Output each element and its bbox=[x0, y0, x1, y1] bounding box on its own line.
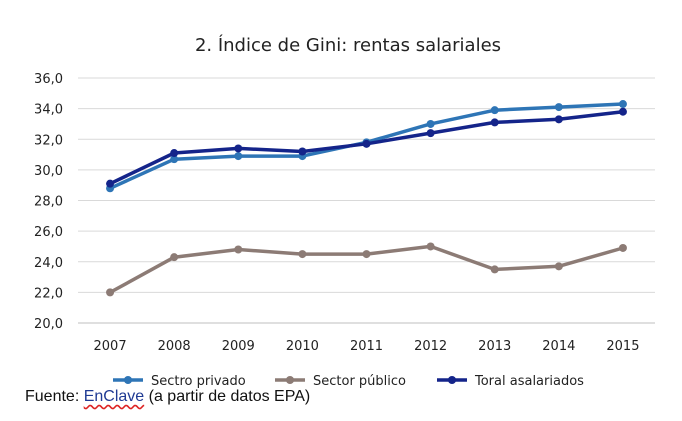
data-point bbox=[298, 147, 307, 156]
legend-swatch-marker bbox=[448, 376, 456, 384]
x-tick-label: 2012 bbox=[414, 339, 447, 354]
data-point bbox=[362, 250, 371, 259]
series-toral-asalariados bbox=[106, 107, 627, 188]
x-tick-label: 2013 bbox=[478, 339, 511, 354]
y-tick-label: 32,0 bbox=[34, 133, 63, 148]
y-tick-label: 30,0 bbox=[34, 164, 63, 179]
chart-title: 2. Índice de Gini: rentas salariales bbox=[195, 34, 501, 56]
legend-swatch-marker bbox=[286, 376, 294, 384]
x-tick-label: 2008 bbox=[158, 339, 191, 354]
grid-lines bbox=[78, 77, 655, 324]
y-tick-label: 26,0 bbox=[34, 225, 63, 240]
legend-swatch-marker bbox=[124, 376, 132, 384]
data-point bbox=[618, 100, 627, 109]
source-note: Fuente: EnClave (a partir de datos EPA) bbox=[25, 388, 310, 406]
legend-label: Toral asalariados bbox=[474, 374, 584, 389]
series-sector-público bbox=[106, 242, 627, 297]
data-point bbox=[298, 250, 307, 259]
x-tick-label: 2011 bbox=[350, 339, 383, 354]
data-point bbox=[170, 155, 179, 164]
data-point bbox=[490, 106, 499, 115]
data-point bbox=[490, 265, 499, 274]
y-tick-label: 22,0 bbox=[34, 286, 63, 301]
x-tick-label: 2010 bbox=[286, 339, 319, 354]
source-suffix: (a partir de datos EPA) bbox=[144, 388, 311, 405]
data-point bbox=[554, 115, 563, 124]
source-prefix: Fuente: bbox=[25, 388, 84, 405]
data-point bbox=[106, 288, 115, 297]
x-tick-label: 2007 bbox=[94, 339, 127, 354]
data-point bbox=[170, 149, 179, 158]
data-point bbox=[554, 103, 563, 112]
legend-item: Sector público bbox=[275, 374, 406, 389]
y-tick-label: 20,0 bbox=[34, 317, 63, 332]
x-tick-label: 2015 bbox=[606, 339, 639, 354]
x-tick-label: 2014 bbox=[542, 339, 575, 354]
data-point bbox=[170, 253, 179, 262]
data-point bbox=[554, 262, 563, 271]
data-point bbox=[426, 242, 435, 251]
y-tick-label: 28,0 bbox=[34, 195, 63, 210]
data-point bbox=[426, 129, 435, 138]
legend-label: Sector público bbox=[313, 374, 406, 389]
data-point bbox=[234, 152, 243, 161]
legend-label: Sectro privado bbox=[151, 374, 246, 389]
data-point bbox=[618, 107, 627, 116]
legend-item: Toral asalariados bbox=[437, 374, 584, 389]
x-axis: 2007 2008 2009 2010 2011 2012 2013 2014 2015 bbox=[94, 339, 640, 354]
y-axis: 20,0 22,0 24,0 26,0 28,0 30,0 32,0 34,0 36,0 bbox=[34, 72, 63, 332]
data-point bbox=[234, 144, 243, 153]
legend: Sectro privado Sector público Toral asalar… bbox=[113, 374, 584, 389]
y-tick-label: 34,0 bbox=[34, 103, 63, 118]
legend-item: Sectro privado bbox=[113, 374, 246, 389]
data-point bbox=[426, 119, 435, 128]
source-link[interactable]: EnClave bbox=[83, 388, 145, 405]
data-point bbox=[618, 243, 627, 252]
data-point bbox=[234, 245, 243, 254]
y-tick-label: 36,0 bbox=[34, 72, 63, 87]
series-group bbox=[106, 100, 627, 297]
y-tick-label: 24,0 bbox=[34, 256, 63, 271]
data-point bbox=[106, 179, 115, 188]
data-point bbox=[362, 139, 371, 148]
x-tick-label: 2009 bbox=[222, 339, 255, 354]
data-point bbox=[490, 118, 499, 127]
